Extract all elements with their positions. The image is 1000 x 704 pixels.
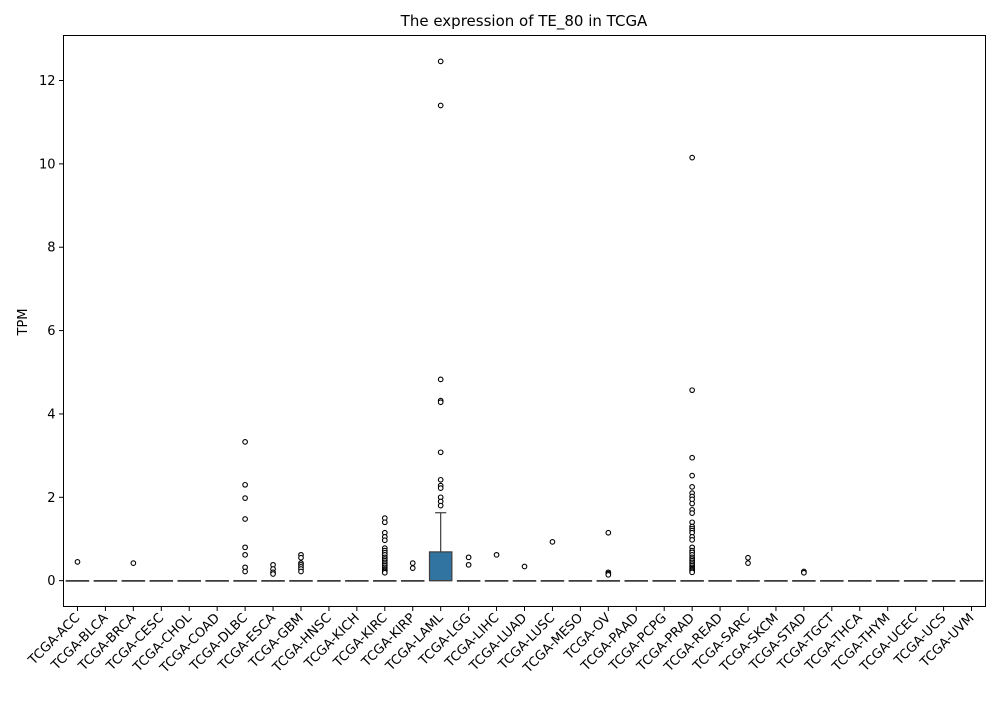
box-group — [93, 580, 118, 582]
box-group — [652, 580, 676, 582]
outlier-point — [605, 571, 612, 578]
outlier-point — [298, 568, 304, 575]
y-axis-label: TPM — [16, 309, 31, 337]
y-tick-label: 10 — [39, 157, 56, 172]
box-group — [708, 580, 732, 582]
outlier-point — [437, 399, 444, 406]
box-group — [764, 580, 788, 582]
outlier-point — [409, 565, 416, 572]
outlier-point — [689, 154, 695, 161]
outlier-point — [242, 516, 248, 522]
x-axis: TCGA-ACCTCGA-BLCATCGA-BRCATCGA-CESCTCGA-… — [25, 606, 977, 677]
outlier-point — [437, 449, 444, 456]
y-tick-label: 12 — [39, 74, 56, 89]
outlier-point — [130, 560, 137, 567]
outlier-point — [465, 561, 472, 568]
outlier-point — [549, 539, 556, 545]
outlier-point — [437, 502, 444, 509]
outlier-point — [242, 481, 248, 488]
box-group — [233, 439, 257, 582]
box-group — [680, 154, 704, 582]
outlier-point — [605, 529, 612, 536]
box-group — [289, 551, 313, 582]
outlier-point — [801, 569, 807, 576]
outlier-point — [437, 376, 444, 383]
box-group — [400, 560, 425, 582]
box-group — [568, 580, 593, 582]
outlier-point — [689, 510, 695, 516]
box-group — [959, 580, 984, 582]
y-tick-label: 0 — [47, 574, 55, 589]
box-group — [903, 580, 928, 582]
outlier-point — [298, 554, 304, 561]
box-group — [624, 580, 649, 582]
outlier-point — [689, 387, 695, 394]
box-group — [792, 568, 816, 582]
chart-title: The expression of TE_80 in TCGA — [400, 12, 648, 31]
outlier-point — [381, 537, 388, 544]
box-group — [428, 58, 453, 582]
box-group — [177, 580, 202, 582]
box-group — [456, 554, 481, 582]
outlier-point — [74, 559, 81, 565]
y-axis: 0 2 4 6 8 10 12 — [39, 74, 64, 589]
outlier-point — [689, 536, 695, 543]
box-group — [317, 580, 341, 582]
box-body — [428, 551, 453, 582]
box-group — [820, 580, 844, 582]
outlier-point — [689, 484, 695, 490]
outlier-point — [521, 563, 528, 570]
outlier-point — [242, 551, 248, 558]
y-tick-label: 6 — [47, 324, 55, 339]
outlier-point — [381, 519, 388, 526]
y-tick-label: 8 — [47, 241, 55, 256]
outlier-point — [270, 571, 276, 577]
box-group — [345, 580, 369, 582]
outlier-point — [437, 58, 444, 65]
box-group — [205, 580, 229, 582]
outlier-point — [493, 551, 500, 558]
box-group — [596, 529, 621, 582]
box-group — [261, 561, 285, 582]
outlier-point — [465, 554, 472, 561]
box-group — [540, 539, 565, 582]
outlier-point — [689, 472, 695, 479]
outlier-point — [437, 485, 444, 491]
plot-area — [65, 58, 984, 582]
outlier-point — [689, 569, 695, 576]
box-group — [373, 515, 397, 582]
box-group — [512, 563, 537, 582]
outlier-point — [242, 495, 248, 501]
outlier-point — [409, 560, 416, 567]
outlier-point — [689, 500, 695, 507]
outlier-point — [745, 554, 751, 561]
box-group — [931, 580, 956, 582]
outlier-point — [381, 569, 388, 576]
box-group — [847, 580, 872, 582]
outlier-point — [745, 560, 751, 567]
outlier-point — [689, 454, 695, 461]
box-group — [875, 580, 900, 582]
box-group — [484, 551, 509, 582]
y-tick-label: 2 — [47, 491, 55, 506]
outlier-point — [242, 544, 248, 551]
box-group — [65, 559, 90, 582]
outlier-point — [242, 439, 248, 445]
outlier-point — [437, 102, 444, 109]
plot-frame — [63, 35, 986, 607]
y-tick-label: 4 — [47, 407, 55, 422]
outlier-point — [242, 568, 248, 575]
box-group — [736, 554, 760, 582]
outlier-point — [437, 476, 444, 483]
box-group — [121, 560, 146, 582]
box-group — [149, 580, 174, 582]
